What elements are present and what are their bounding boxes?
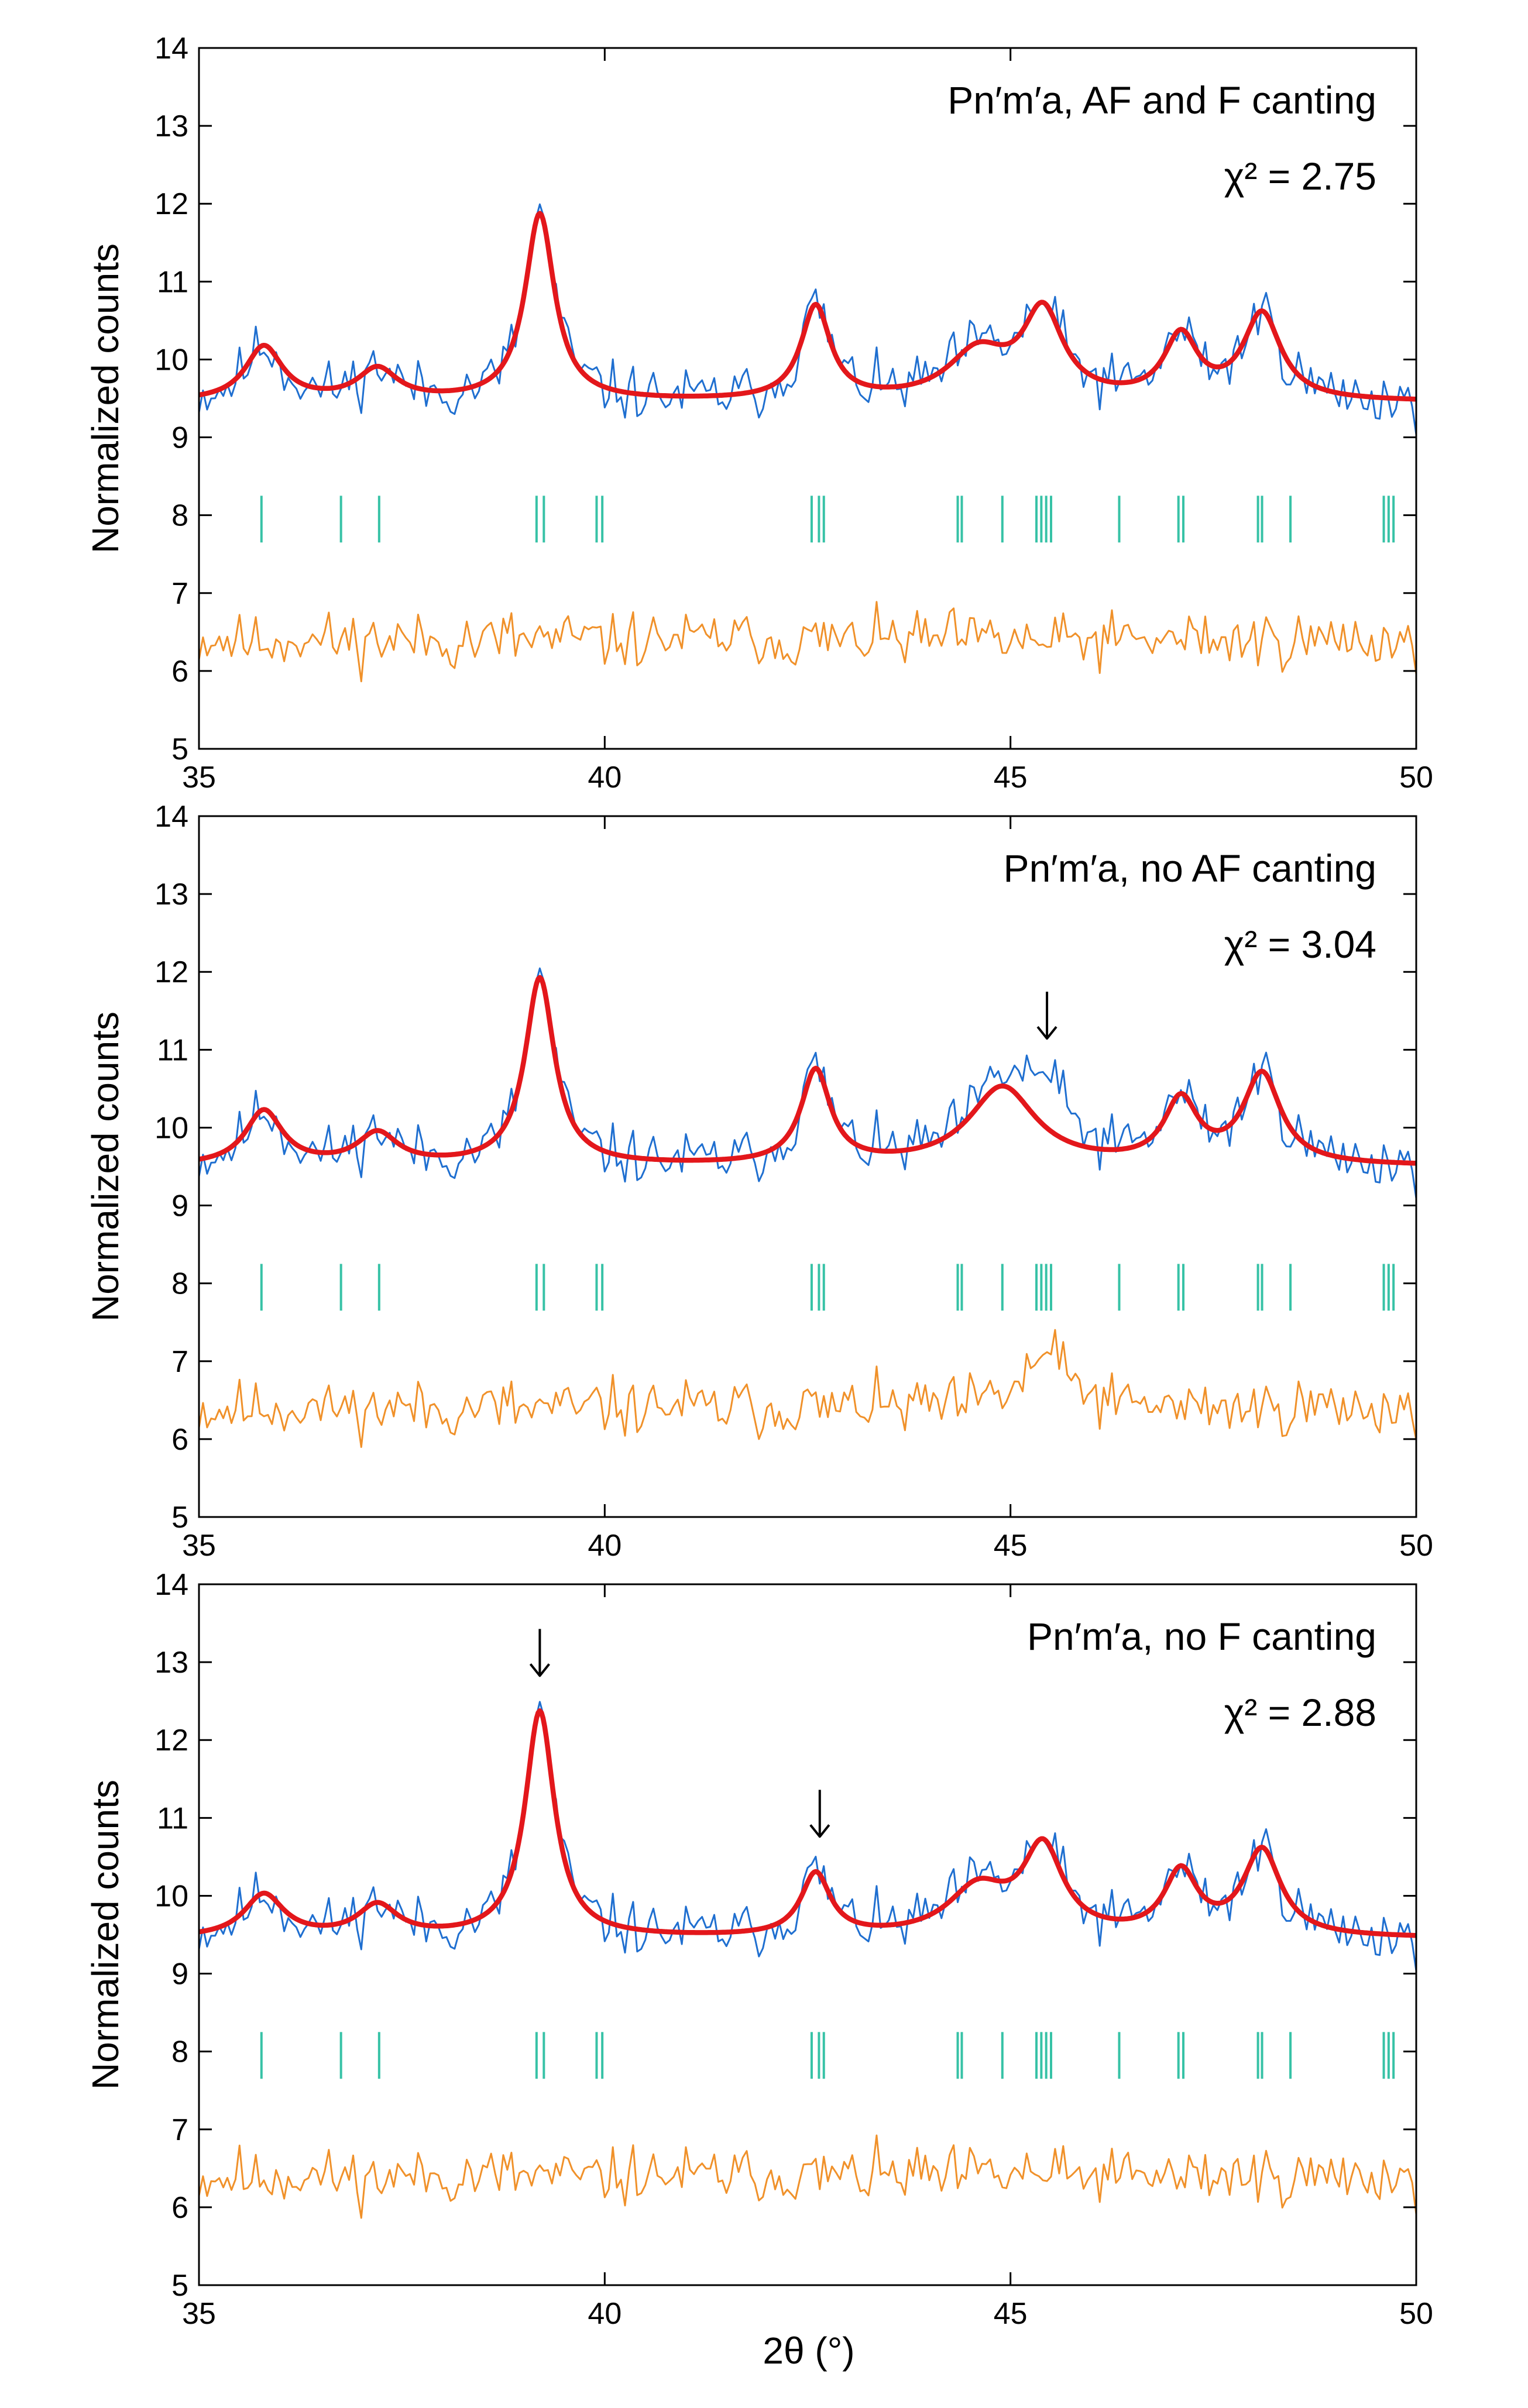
x-tick-label: 50 <box>1399 2297 1433 2331</box>
y-axis-title: Normalized counts <box>84 1780 126 2090</box>
peak-arrow-icon <box>1036 992 1057 1040</box>
x-tick-label: 40 <box>588 1529 621 1563</box>
difference-line <box>199 1329 1416 1448</box>
y-tick-label: 14 <box>154 1568 188 1602</box>
panel-title: Pn′m′a, no F canting <box>1027 1615 1376 1658</box>
observed-line <box>199 203 1416 435</box>
plot-area <box>199 203 1416 683</box>
y-tick-label: 11 <box>157 1033 188 1067</box>
chi-squared-label: χ² = 2.88 <box>1224 1691 1376 1734</box>
panel-2: 5 6 7 8 9 10 11 12 13 14 35 40 45 50 Normalized counts… <box>84 800 1433 1563</box>
y-tick-label: 8 <box>171 2035 188 2069</box>
axes-frame <box>198 47 1417 750</box>
y-tick-label: 13 <box>154 878 188 911</box>
plot-area <box>199 1701 1416 2219</box>
y-tick-label: 13 <box>154 109 188 143</box>
y-tick-label: 7 <box>171 2113 188 2147</box>
observed-line <box>199 1701 1416 1972</box>
y-tick-label: 10 <box>154 343 188 377</box>
x-tick-label: 50 <box>1399 761 1433 794</box>
x-tick-label: 45 <box>994 1529 1028 1563</box>
y-tick-label: 5 <box>171 732 188 766</box>
y-tick-label: 7 <box>171 1345 188 1379</box>
calculated-line <box>199 975 1416 1166</box>
panel-3: 5 6 7 8 9 10 11 12 13 14 35 40 45 50 Normalized counts… <box>84 1568 1433 2331</box>
y-axis-title: Normalized counts <box>84 243 126 553</box>
difference-line <box>199 2134 1416 2219</box>
x-tick-label: 50 <box>1399 1529 1433 1563</box>
y-tick-label: 8 <box>171 499 188 533</box>
axes-frame <box>198 1583 1417 2286</box>
panel-title: Pn′m′a, AF and F canting <box>947 78 1376 122</box>
calculated-line <box>199 211 1416 402</box>
calculated-line <box>199 1708 1416 1938</box>
y-tick-label: 12 <box>154 955 188 989</box>
y-tick-label: 7 <box>171 577 188 611</box>
x-tick-label: 35 <box>182 2297 216 2331</box>
x-axis-title: 2θ (°) <box>763 2330 854 2372</box>
x-tick-label: 40 <box>588 761 621 794</box>
y-tick-label: 5 <box>171 1501 188 1535</box>
y-tick-label: 13 <box>154 1646 188 1680</box>
plot-area <box>199 967 1416 1448</box>
y-tick-label: 11 <box>157 265 188 299</box>
y-tick-label: 9 <box>171 421 188 455</box>
x-tick-label: 40 <box>588 2297 621 2331</box>
y-tick-label: 10 <box>154 1879 188 1913</box>
chi-squared-label: χ² = 3.04 <box>1224 923 1376 966</box>
x-tick-label: 45 <box>994 761 1028 794</box>
x-tick-label: 45 <box>994 2297 1028 2331</box>
y-tick-label: 11 <box>157 1801 188 1835</box>
y-tick-label: 6 <box>171 2191 188 2225</box>
y-tick-label: 8 <box>171 1267 188 1301</box>
y-axis-title: Normalized counts <box>84 1012 126 1322</box>
y-tick-label: 5 <box>171 2269 188 2303</box>
chi-squared-label: χ² = 2.75 <box>1224 154 1376 198</box>
panel-1: 5 6 7 8 9 10 11 12 13 14 35 40 45 50 Normalized counts… <box>84 32 1433 794</box>
y-tick-label: 9 <box>171 1189 188 1223</box>
y-tick-label: 14 <box>154 800 188 834</box>
difference-line <box>199 601 1416 683</box>
y-tick-label: 10 <box>154 1111 188 1145</box>
y-tick-label: 9 <box>171 1958 188 1991</box>
x-tick-label: 35 <box>182 761 216 794</box>
x-tick-label: 35 <box>182 1529 216 1563</box>
y-tick-label: 6 <box>171 655 188 689</box>
y-tick-label: 6 <box>171 1423 188 1457</box>
peak-arrow-icon <box>809 1790 830 1838</box>
y-tick-label: 12 <box>154 1724 188 1757</box>
panels: 5 6 7 8 9 10 11 12 13 14 35 40 45 50 Normalized counts… <box>84 32 1433 2331</box>
panel-title: Pn′m′a, no AF canting <box>1004 847 1376 890</box>
y-tick-label: 12 <box>154 187 188 221</box>
axes-frame <box>198 815 1417 1518</box>
peak-arrow-icon <box>529 1629 550 1677</box>
y-tick-label: 14 <box>154 32 188 66</box>
